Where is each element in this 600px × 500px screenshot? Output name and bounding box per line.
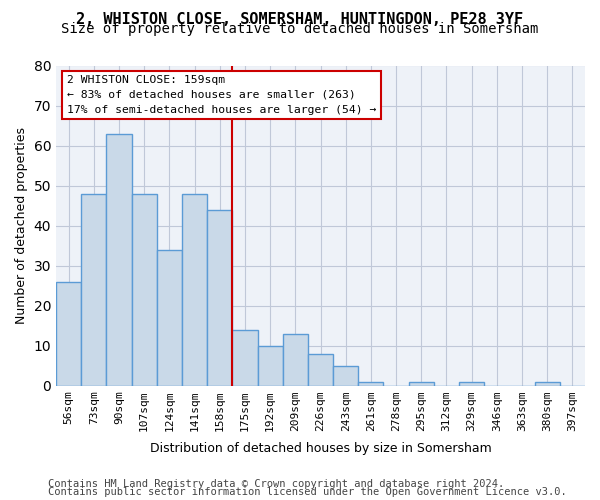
Bar	[106, 134, 131, 386]
Text: Contains public sector information licensed under the Open Government Licence v3: Contains public sector information licen…	[48, 487, 567, 497]
Bar	[409, 382, 434, 386]
Bar	[333, 366, 358, 386]
Bar	[308, 354, 333, 386]
Bar	[157, 250, 182, 386]
Bar	[283, 334, 308, 386]
Bar	[131, 194, 157, 386]
Bar	[257, 346, 283, 386]
Bar	[535, 382, 560, 386]
Bar	[182, 194, 207, 386]
X-axis label: Distribution of detached houses by size in Somersham: Distribution of detached houses by size …	[149, 442, 491, 455]
Text: Size of property relative to detached houses in Somersham: Size of property relative to detached ho…	[61, 22, 539, 36]
Bar	[232, 330, 257, 386]
Text: 2 WHISTON CLOSE: 159sqm
← 83% of detached houses are smaller (263)
17% of semi-d: 2 WHISTON CLOSE: 159sqm ← 83% of detache…	[67, 75, 376, 114]
Text: Contains HM Land Registry data © Crown copyright and database right 2024.: Contains HM Land Registry data © Crown c…	[48, 479, 504, 489]
Bar	[207, 210, 232, 386]
Text: 2, WHISTON CLOSE, SOMERSHAM, HUNTINGDON, PE28 3YF: 2, WHISTON CLOSE, SOMERSHAM, HUNTINGDON,…	[76, 12, 524, 28]
Bar	[81, 194, 106, 386]
Bar	[358, 382, 383, 386]
Bar	[56, 282, 81, 386]
Bar	[459, 382, 484, 386]
Y-axis label: Number of detached properties: Number of detached properties	[15, 127, 28, 324]
